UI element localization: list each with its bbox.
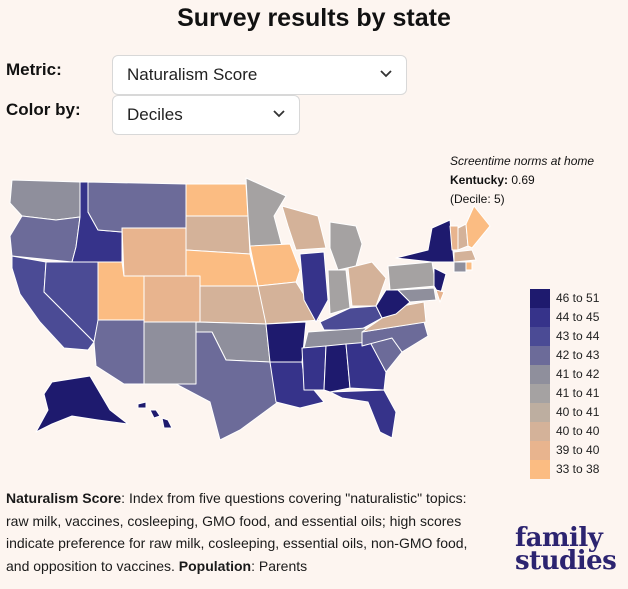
legend-swatch xyxy=(530,308,550,327)
state-hawaii[interactable] xyxy=(149,409,161,419)
legend-label: 44 to 45 xyxy=(556,310,600,324)
logo-line-2: studies xyxy=(515,546,617,576)
state-illinois[interactable] xyxy=(299,251,329,323)
tooltip-value: 0.69 xyxy=(511,173,535,187)
color-by-select[interactable]: Deciles xyxy=(112,95,300,135)
tooltip-question: Screentime norms at home xyxy=(450,154,595,168)
legend-label: 46 to 51 xyxy=(556,291,600,305)
state-alaska[interactable] xyxy=(35,375,129,433)
legend-swatch xyxy=(530,346,550,365)
state-texas[interactable] xyxy=(175,331,279,440)
state-alabama[interactable] xyxy=(323,343,351,393)
state-wyoming[interactable] xyxy=(121,227,187,277)
state-colorado[interactable] xyxy=(143,275,201,323)
legend-label: 41 to 42 xyxy=(556,367,600,381)
state-oregon[interactable] xyxy=(9,215,81,263)
legend-swatch xyxy=(530,441,550,460)
family-studies-logo: family studies xyxy=(515,523,617,576)
state-south-dakota[interactable] xyxy=(185,215,251,255)
tooltip-decile: (Decile: 5) xyxy=(450,192,505,206)
legend-label: 42 to 43 xyxy=(556,348,600,362)
metric-description: Naturalism Score: Index from five questi… xyxy=(6,487,476,577)
page-title: Survey results by state xyxy=(177,4,451,32)
metric-select[interactable]: Naturalism Score xyxy=(112,55,407,95)
population-value: : Parents xyxy=(251,557,308,574)
logo-line-1: family xyxy=(515,523,603,553)
state-kansas[interactable] xyxy=(199,285,267,325)
legend-swatch xyxy=(530,365,550,384)
metric-name: Naturalism Score xyxy=(6,490,122,506)
legend-label: 40 to 40 xyxy=(556,424,600,438)
state-florida[interactable] xyxy=(329,389,397,439)
us-choropleth-map xyxy=(9,177,491,440)
legend-label: 33 to 38 xyxy=(556,462,600,476)
legend-label: 41 to 41 xyxy=(556,386,600,400)
state-north-dakota[interactable] xyxy=(185,183,249,217)
tooltip-state: Kentucky: xyxy=(450,173,509,187)
state-delaware[interactable] xyxy=(435,289,445,303)
color-by-select-value: Deciles xyxy=(127,105,183,124)
state-maine[interactable] xyxy=(465,205,491,249)
metric-label: Metric: xyxy=(6,60,62,79)
state-rhode-island[interactable] xyxy=(465,261,473,271)
state-wisconsin[interactable] xyxy=(281,205,327,251)
state-arizona[interactable] xyxy=(93,319,145,385)
state-maryland[interactable] xyxy=(397,287,437,303)
state-vermont[interactable] xyxy=(449,225,459,251)
legend-label: 43 to 44 xyxy=(556,329,600,343)
legend-swatch xyxy=(530,403,550,422)
state-hawaii[interactable] xyxy=(161,417,173,429)
state-massachusetts[interactable] xyxy=(453,249,477,263)
state-arkansas[interactable] xyxy=(265,321,307,363)
chevron-down-icon xyxy=(380,70,392,78)
population-label: Population xyxy=(178,557,252,574)
state-washington[interactable] xyxy=(9,179,81,221)
metric-description-text: : Index from five questions covering "na… xyxy=(6,490,468,574)
state-pennsylvania[interactable] xyxy=(387,261,437,291)
legend-swatch xyxy=(530,422,550,441)
color-by-label: Color by: xyxy=(6,100,81,119)
map-tooltip: Screentime norms at home Kentucky: 0.69 … xyxy=(450,152,594,209)
legend-swatch xyxy=(530,460,550,479)
state-louisiana[interactable] xyxy=(269,361,325,409)
legend-label: 40 to 41 xyxy=(556,405,600,419)
state-minnesota[interactable] xyxy=(245,177,287,247)
legend-swatch xyxy=(530,289,550,308)
metric-select-value: Naturalism Score xyxy=(127,65,258,84)
legend-label: 39 to 40 xyxy=(556,443,600,457)
state-ohio[interactable] xyxy=(347,261,387,307)
legend-swatch xyxy=(530,384,550,403)
state-hawaii[interactable] xyxy=(137,401,147,409)
state-new-mexico[interactable] xyxy=(143,321,197,385)
state-mississippi[interactable] xyxy=(301,345,327,391)
state-indiana[interactable] xyxy=(327,269,351,315)
legend-swatch xyxy=(530,327,550,346)
state-michigan[interactable] xyxy=(329,221,363,271)
chevron-down-icon xyxy=(273,110,285,118)
state-connecticut[interactable] xyxy=(453,261,467,273)
state-new-york[interactable] xyxy=(395,219,455,263)
state-montana[interactable] xyxy=(87,181,187,233)
state-iowa[interactable] xyxy=(249,243,301,287)
